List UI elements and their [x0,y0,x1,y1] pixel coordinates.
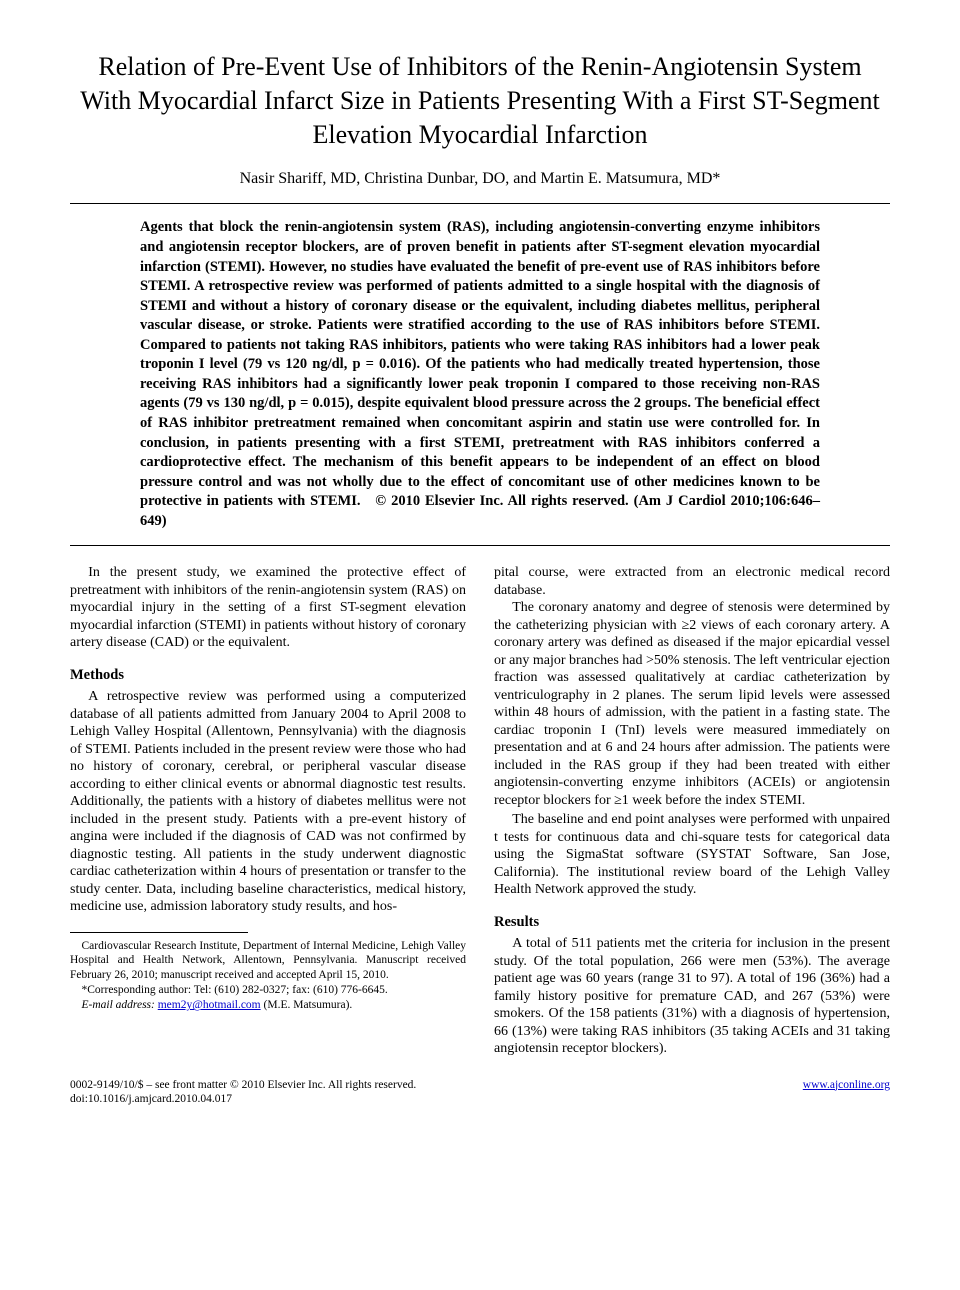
divider-top [70,203,890,204]
journal-url-link[interactable]: www.ajconline.org [803,1079,890,1091]
author-list: Nasir Shariff, MD, Christina Dunbar, DO,… [70,169,890,189]
footnote-affiliation: Cardiovascular Research Institute, Depar… [70,939,466,984]
results-paragraph-1: A total of 511 patients met the criteria… [494,935,890,1058]
intro-paragraph: In the present study, we examined the pr… [70,564,466,652]
methods-paragraph-1: A retrospective review was performed usi… [70,688,466,916]
footer-doi: doi:10.1016/j.amjcard.2010.04.017 [70,1092,416,1106]
body-columns: In the present study, we examined the pr… [70,564,890,1059]
left-column: In the present study, we examined the pr… [70,564,466,1059]
footer-right: www.ajconline.org [803,1078,890,1107]
email-suffix: (M.E. Matsumura). [261,999,353,1011]
article-title: Relation of Pre-Event Use of Inhibitors … [70,50,890,151]
footnote-email: E-mail address: mem2y@hotmail.com (M.E. … [70,998,466,1013]
methods-heading: Methods [70,666,466,684]
footer-copyright: 0002-9149/10/$ – see front matter © 2010… [70,1078,416,1092]
email-link[interactable]: mem2y@hotmail.com [158,999,261,1011]
footer-left: 0002-9149/10/$ – see front matter © 2010… [70,1078,416,1107]
email-label: E-mail address: [82,999,155,1011]
page-footer: 0002-9149/10/$ – see front matter © 2010… [70,1078,890,1107]
footnote-corresponding: *Corresponding author: Tel: (610) 282-03… [70,983,466,998]
results-heading: Results [494,913,890,931]
methods-paragraph-2: The coronary anatomy and degree of steno… [494,599,890,809]
divider-bottom [70,545,890,546]
right-column: pital course, were extracted from an ele… [494,564,890,1059]
methods-paragraph-3: The baseline and end point analyses were… [494,811,890,899]
methods-paragraph-cont: pital course, were extracted from an ele… [494,564,890,599]
abstract-text: Agents that block the renin-angiotensin … [70,218,890,531]
footnote-divider [70,932,248,933]
